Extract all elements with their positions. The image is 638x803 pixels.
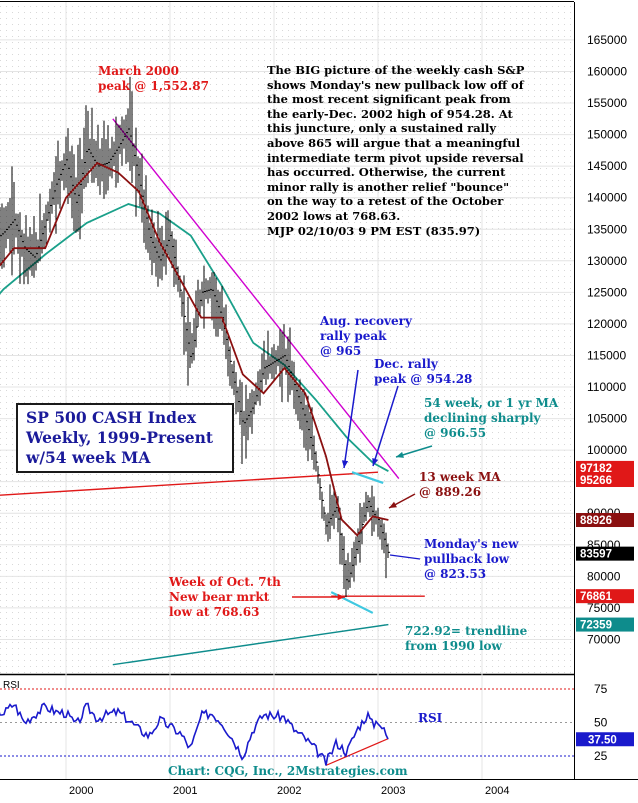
grid-lines	[0, 2, 574, 779]
price-tick-label: 135000	[587, 222, 627, 236]
trendline	[351, 471, 384, 484]
price-tag-label: 76861	[580, 591, 613, 603]
price-tick-label: 150000	[587, 128, 627, 142]
rsi-line	[0, 702, 389, 766]
ma13-label: 13 week MA @ 889.26	[419, 470, 501, 499]
rsi-tag-box	[576, 732, 634, 747]
price-tick-label: 165000	[587, 33, 627, 47]
price-tick-label: 145000	[587, 159, 627, 173]
price-tick-label: 100000	[587, 443, 627, 457]
price-tick-label: 130000	[587, 254, 627, 268]
index-title-line: Weekly, 1999-Present	[26, 428, 214, 447]
oct-low-arrow-head	[337, 593, 345, 601]
index-title-box: SP 500 CASH Index Weekly, 1999-Present w…	[16, 403, 234, 473]
ma13-layer	[0, 161, 389, 537]
dec-peak-arrow	[372, 385, 399, 467]
dec-peak-arrow-head	[372, 458, 379, 466]
axis-labels: 165000 160000 155000 150000 145000 140000 1350…	[3, 33, 634, 797]
ma54-line	[0, 203, 389, 472]
oct-low-label: Week of Oct. 7th New bear mrkt low at 76…	[169, 575, 281, 619]
trendline-1990-label: 722.92= trendline from 1990 low	[405, 624, 528, 653]
price-tick-label: 125000	[587, 285, 627, 299]
rsi-layer	[0, 688, 574, 766]
trendline	[0, 471, 379, 496]
ma54-layer	[0, 203, 389, 472]
price-tag-label: 95266	[580, 475, 612, 487]
rsi-tick-label: 75	[594, 682, 608, 696]
price-tag-box	[576, 589, 634, 604]
price-tick-label: 115000	[587, 348, 626, 362]
price-tick-label: 75000	[587, 601, 621, 615]
price-tag-label: 83597	[580, 549, 612, 561]
year-tick-label: 2001	[173, 785, 197, 797]
price-tag-box	[576, 473, 634, 488]
ma54-arrow-head	[396, 451, 404, 458]
rsi-panel-label: RSI	[3, 680, 20, 691]
price-tag-label: 97182	[580, 463, 612, 475]
monday-low-pointer	[389, 554, 421, 560]
price-tag-box	[576, 617, 634, 632]
index-title-line: SP 500 CASH Index	[26, 408, 197, 427]
price-bars-layer	[0, 76, 390, 598]
price-tick-label: 110000	[587, 380, 626, 394]
ma54-label: 54 week, or 1 yr MA declining sharply @ …	[424, 396, 559, 440]
trendline	[325, 738, 389, 766]
monday-low-label: Monday's new pullback low @ 823.53	[424, 537, 519, 581]
aug-recovery-label: Aug. recovery rally peak @ 965	[320, 314, 412, 358]
price-tick-label: 70000	[587, 632, 621, 646]
index-title-line: w/54 week MA	[26, 448, 151, 467]
price-tag-box	[576, 513, 634, 528]
aug-peak-arrow	[343, 369, 359, 469]
price-tick-label: 105000	[587, 412, 627, 426]
rsi-tag-label: 37.50	[588, 734, 617, 746]
ma13-line	[0, 161, 389, 537]
dec-rally-label: Dec. rally peak @ 954.28	[374, 357, 473, 386]
ma13-arrow-head	[389, 501, 397, 508]
rsi-tick-label: 25	[594, 749, 608, 763]
year-tick-label: 2002	[277, 785, 301, 797]
price-tick-label: 80000	[587, 569, 621, 583]
year-tick-label: 2004	[485, 785, 509, 797]
price-tick-label: 160000	[587, 64, 627, 78]
price-tick-label: 120000	[587, 317, 627, 331]
price-tick-label: 140000	[587, 191, 627, 205]
price-tag-label: 88926	[580, 515, 612, 527]
aug-peak-arrow-head	[341, 460, 349, 468]
year-tick-label: 2003	[381, 785, 405, 797]
year-tick-label: 2000	[69, 785, 93, 797]
march-peak-label: March 2000 peak @ 1,552.87	[98, 64, 209, 93]
price-tag-box	[576, 546, 634, 561]
rsi-tick-label: 50	[594, 716, 608, 730]
price-tag-box	[576, 460, 634, 475]
annotation-arrows	[292, 369, 433, 601]
trendline	[112, 623, 389, 666]
price-tick-label: 155000	[587, 96, 627, 110]
rsi-series-label: RSI	[418, 711, 443, 725]
rsi-panel	[0, 676, 574, 779]
commentary-text: The BIG picture of the weekly cash S&P s…	[267, 63, 525, 238]
price-tag-label: 72359	[580, 620, 612, 632]
source-label: Chart: CQG, Inc., 2Mstrategies.com	[168, 764, 408, 778]
